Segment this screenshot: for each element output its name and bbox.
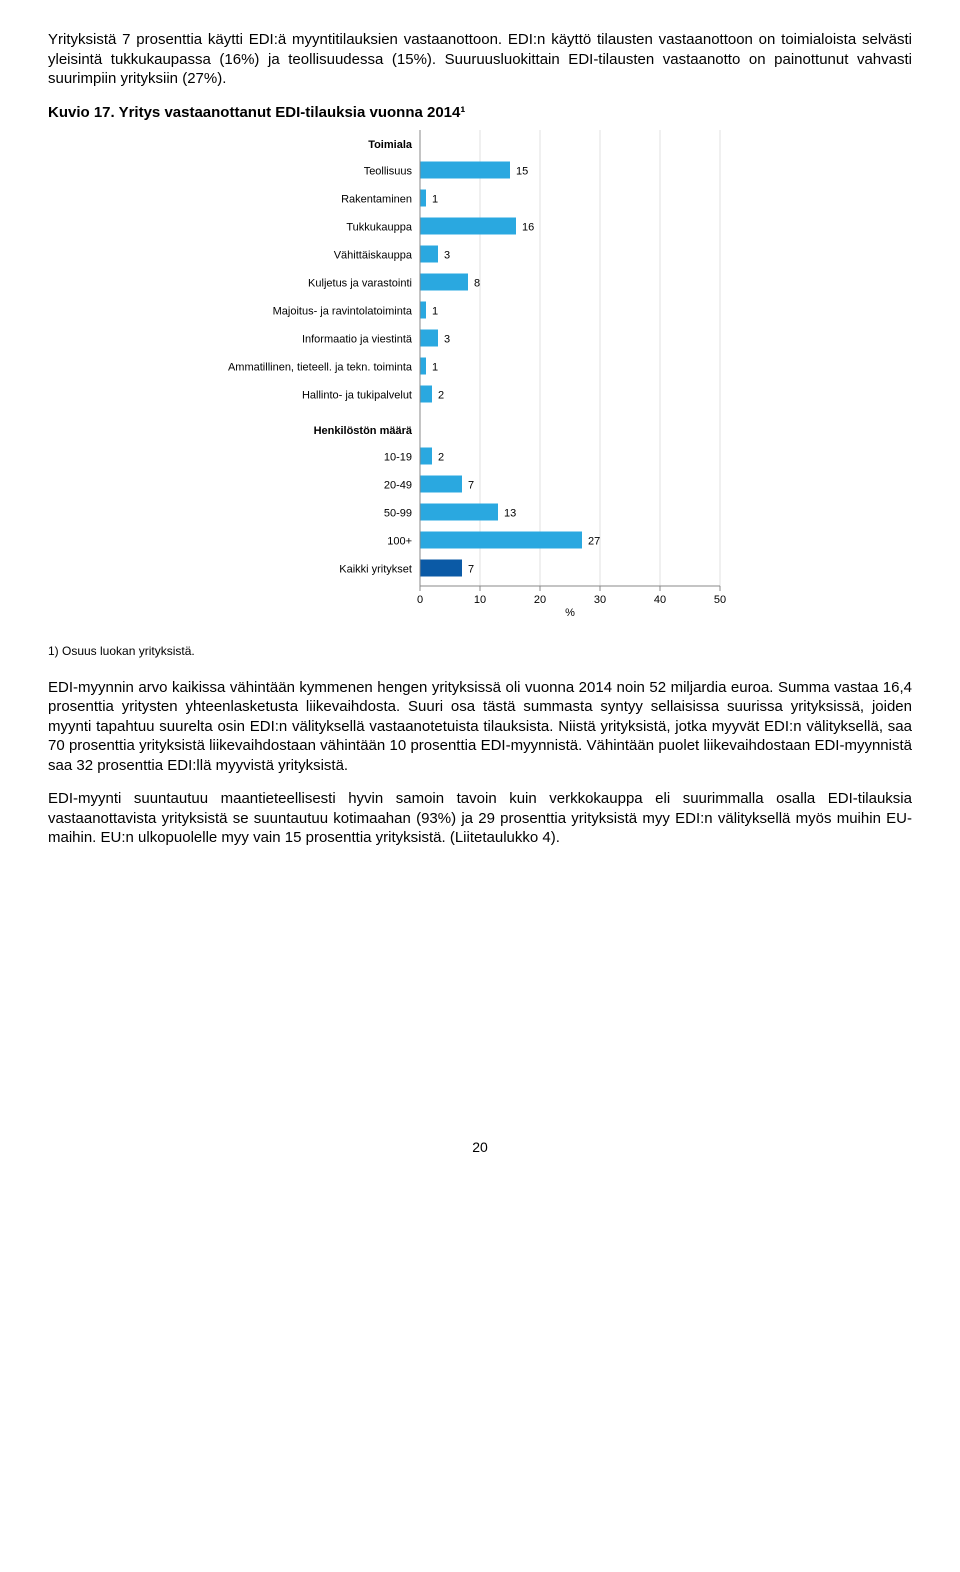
body-paragraph-2: EDI-myynti suuntautuu maantieteellisesti… bbox=[48, 789, 912, 848]
svg-text:Kuljetus ja varastointi: Kuljetus ja varastointi bbox=[308, 278, 412, 290]
chart-container: Toimiala Teollisuus 15 Rakentaminen 1 Tukkuka… bbox=[48, 130, 912, 620]
svg-text:100+: 100+ bbox=[387, 536, 412, 548]
svg-text:1: 1 bbox=[432, 194, 438, 206]
body-paragraph-1: EDI-myynnin arvo kaikissa vähintään kymm… bbox=[48, 678, 912, 776]
svg-text:30: 30 bbox=[594, 594, 606, 606]
svg-text:Hallinto- ja tukipalvelut: Hallinto- ja tukipalvelut bbox=[302, 390, 412, 402]
svg-text:Majoitus- ja ravintolatoiminta: Majoitus- ja ravintolatoiminta bbox=[273, 306, 413, 318]
svg-text:1: 1 bbox=[432, 362, 438, 374]
svg-text:Henkilöstön määrä: Henkilöstön määrä bbox=[314, 425, 413, 437]
svg-text:1: 1 bbox=[432, 306, 438, 318]
svg-text:16: 16 bbox=[522, 222, 534, 234]
svg-text:15: 15 bbox=[516, 166, 528, 178]
svg-text:13: 13 bbox=[504, 508, 516, 520]
svg-text:Tukkukauppa: Tukkukauppa bbox=[346, 222, 413, 234]
svg-text:10-19: 10-19 bbox=[384, 452, 412, 464]
svg-text:27: 27 bbox=[588, 536, 600, 548]
figure-title: Kuvio 17. Yritys vastaanottanut EDI-tila… bbox=[48, 103, 912, 123]
svg-text:40: 40 bbox=[654, 594, 666, 606]
svg-text:Toimiala: Toimiala bbox=[368, 139, 413, 151]
svg-text:Rakentaminen: Rakentaminen bbox=[341, 194, 412, 206]
svg-text:Kaikki yritykset: Kaikki yritykset bbox=[339, 564, 412, 576]
svg-text:8: 8 bbox=[474, 278, 480, 290]
svg-text:20-49: 20-49 bbox=[384, 480, 412, 492]
page-number: 20 bbox=[48, 1138, 912, 1156]
svg-text:50-99: 50-99 bbox=[384, 508, 412, 520]
intro-paragraph: Yrityksistä 7 prosenttia käytti EDI:ä my… bbox=[48, 30, 912, 89]
svg-text:0: 0 bbox=[417, 594, 423, 606]
svg-text:7: 7 bbox=[468, 480, 474, 492]
svg-text:10: 10 bbox=[474, 594, 486, 606]
svg-text:Vähittäiskauppa: Vähittäiskauppa bbox=[334, 250, 413, 262]
svg-text:20: 20 bbox=[534, 594, 546, 606]
svg-text:50: 50 bbox=[714, 594, 726, 606]
svg-text:3: 3 bbox=[444, 250, 450, 262]
svg-text:Teollisuus: Teollisuus bbox=[364, 166, 413, 178]
svg-text:Informaatio ja viestintä: Informaatio ja viestintä bbox=[302, 334, 413, 346]
bar-chart: Toimiala Teollisuus 15 Rakentaminen 1 Tukkuka… bbox=[210, 130, 750, 620]
svg-text:%: % bbox=[565, 607, 575, 619]
svg-text:3: 3 bbox=[444, 334, 450, 346]
figure-footnote: 1) Osuus luokan yrityksistä. bbox=[48, 644, 912, 660]
svg-text:7: 7 bbox=[468, 564, 474, 576]
svg-text:2: 2 bbox=[438, 390, 444, 402]
svg-text:2: 2 bbox=[438, 452, 444, 464]
svg-text:Ammatillinen, tieteell. ja tek: Ammatillinen, tieteell. ja tekn. toimint… bbox=[228, 362, 413, 374]
